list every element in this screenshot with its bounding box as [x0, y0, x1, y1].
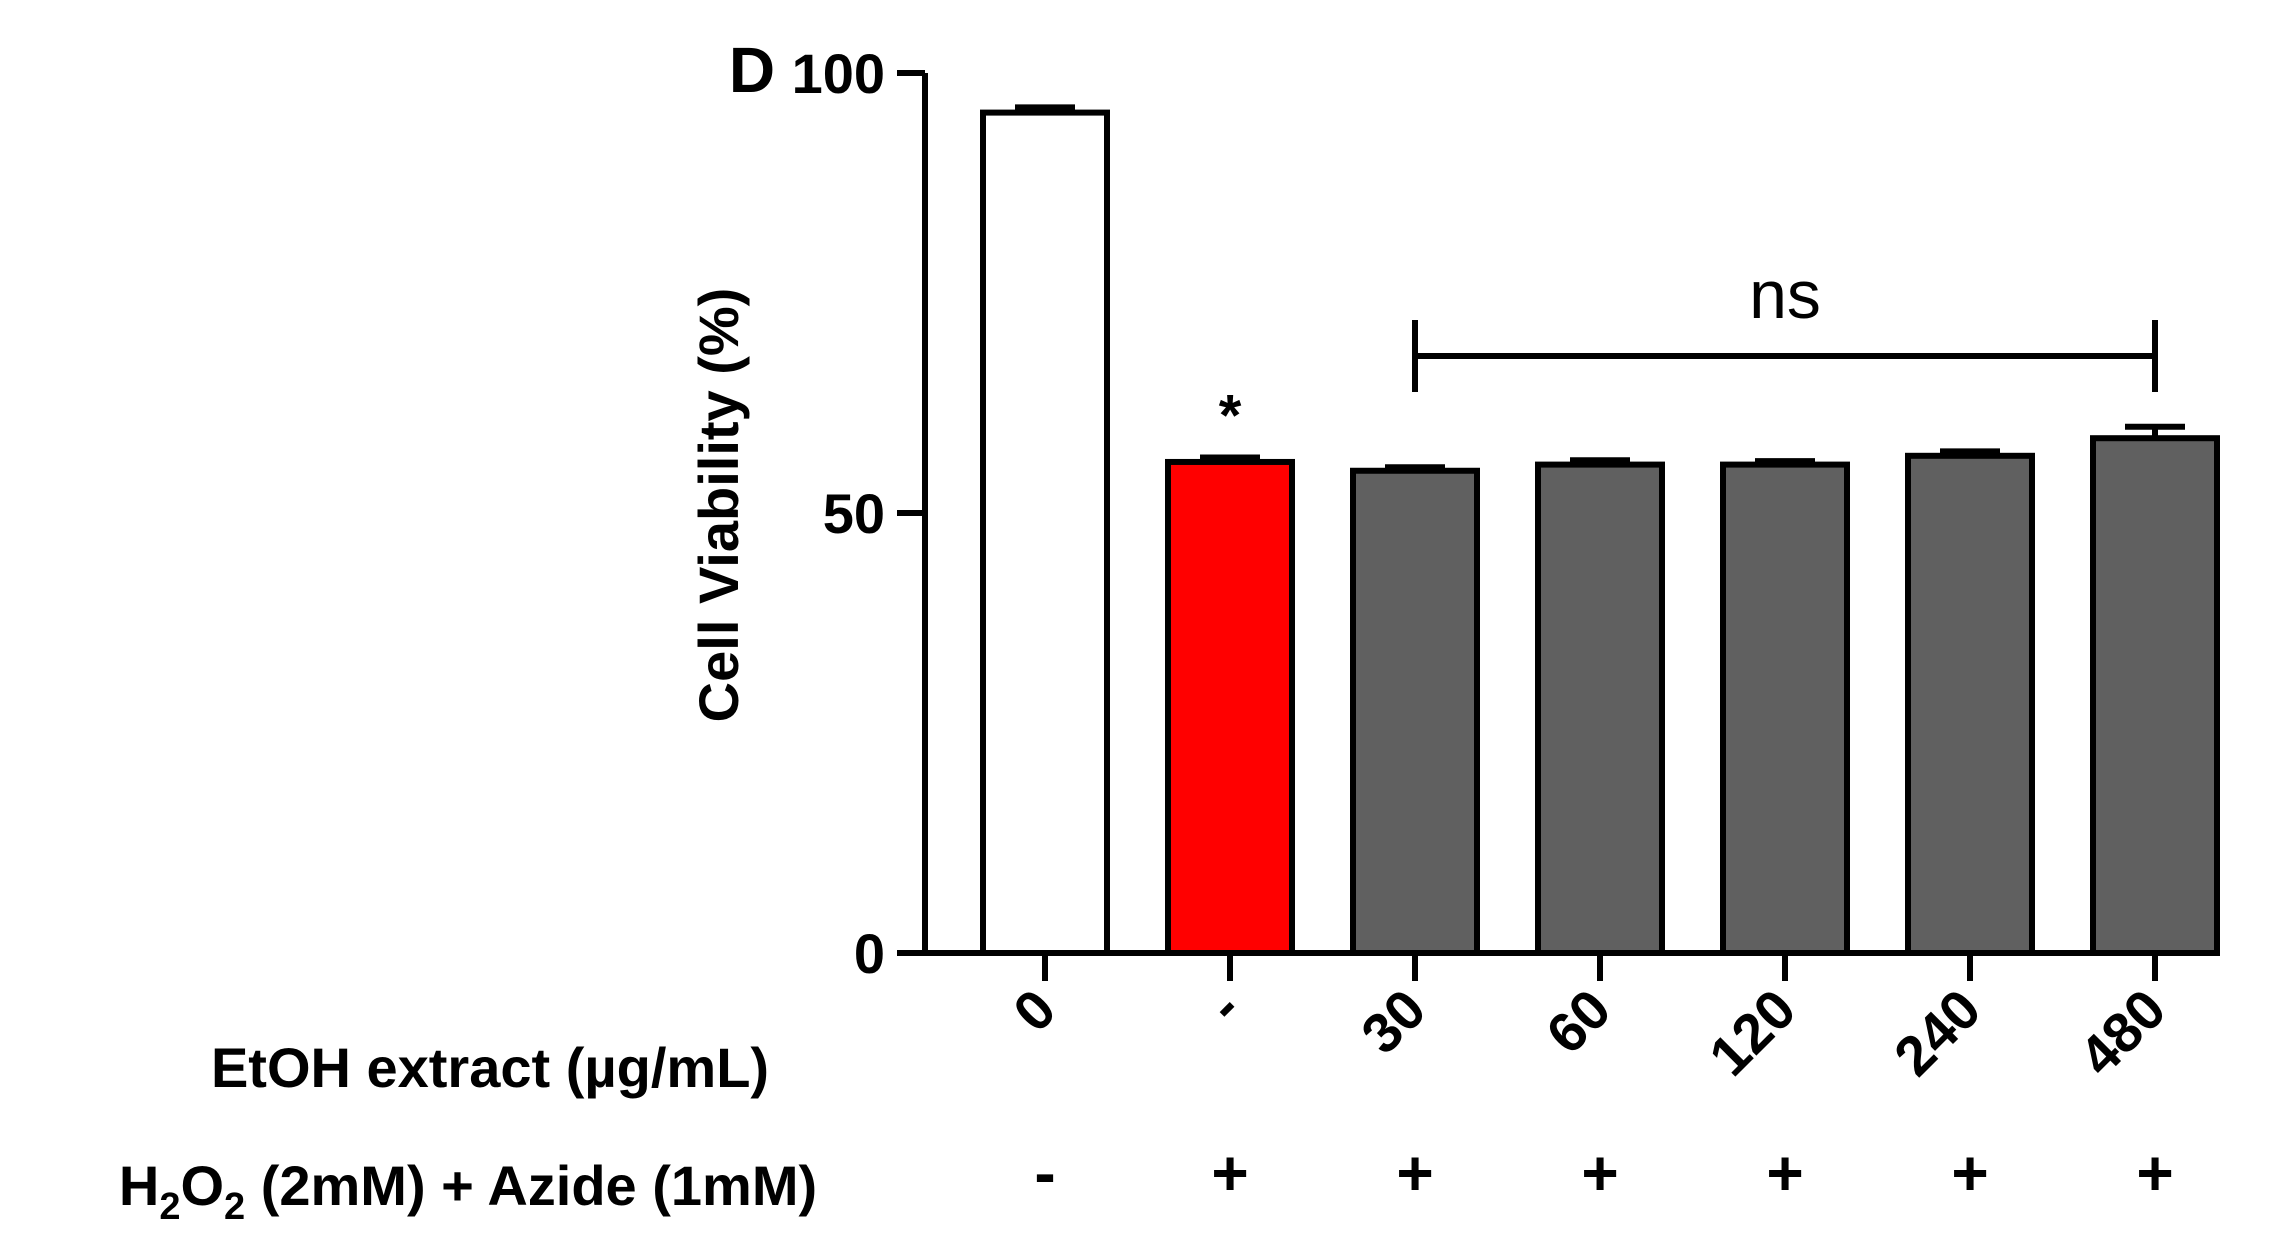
row2-value-0: - — [1034, 1137, 1055, 1209]
x-axis: 0 - 30 60 120 240 480 — [922, 950, 2218, 1088]
row2-value-4: + — [1766, 1137, 1803, 1209]
row2-o: O — [180, 1154, 224, 1217]
x-tick-label-3: 60 — [1534, 977, 1623, 1066]
row2-sub1: 2 — [159, 1186, 180, 1228]
x-tick-label-4: 120 — [1697, 977, 1808, 1088]
row2-value-3: + — [1581, 1137, 1618, 1209]
row2-values: - + + + + + + — [1034, 1137, 2173, 1209]
y-axis: 0 50 100 — [792, 42, 928, 985]
y-tick-label-50: 50 — [823, 482, 885, 545]
row1-label: EtOH extract (µg/mL) — [211, 1036, 769, 1099]
y-tick-label-0: 0 — [854, 922, 885, 985]
x-tick-label-0: 0 — [1001, 977, 1068, 1044]
bar-5 — [1905, 452, 2035, 956]
row2-label: H2O2 (2mM) + Azide (1mM) — [119, 1154, 817, 1228]
bar-1 — [1165, 458, 1295, 956]
bar-0 — [980, 109, 1110, 957]
bar-4 — [1720, 461, 1850, 956]
row2-value-6: + — [2136, 1137, 2173, 1209]
y-axis-title: Cell Viability (%) — [687, 288, 750, 723]
row2-h: H — [119, 1154, 159, 1217]
ns-label: ns — [1749, 257, 1821, 333]
bar-2 — [1350, 467, 1480, 956]
row2-value-2: + — [1396, 1137, 1433, 1209]
annotations: * ns — [1219, 257, 2158, 449]
row2-rest: (2mM) + Azide (1mM) — [245, 1154, 817, 1217]
x-tick-label-2: 30 — [1349, 977, 1438, 1066]
bar-3 — [1535, 461, 1665, 956]
y-tick-label-100: 100 — [792, 42, 885, 105]
row2-sub2: 2 — [224, 1186, 245, 1228]
error-bars — [1015, 104, 2185, 471]
x-tick-label-6: 480 — [2067, 977, 2178, 1088]
panel-label: D — [729, 34, 775, 106]
x-tick-label-1: - — [1195, 977, 1253, 1035]
x-tick-label-5: 240 — [1882, 977, 1993, 1088]
row2-value-5: + — [1951, 1137, 1988, 1209]
significance-star: * — [1219, 384, 1242, 449]
row2-value-1: + — [1211, 1137, 1248, 1209]
bars — [980, 109, 2220, 957]
bar-6 — [2090, 435, 2220, 956]
